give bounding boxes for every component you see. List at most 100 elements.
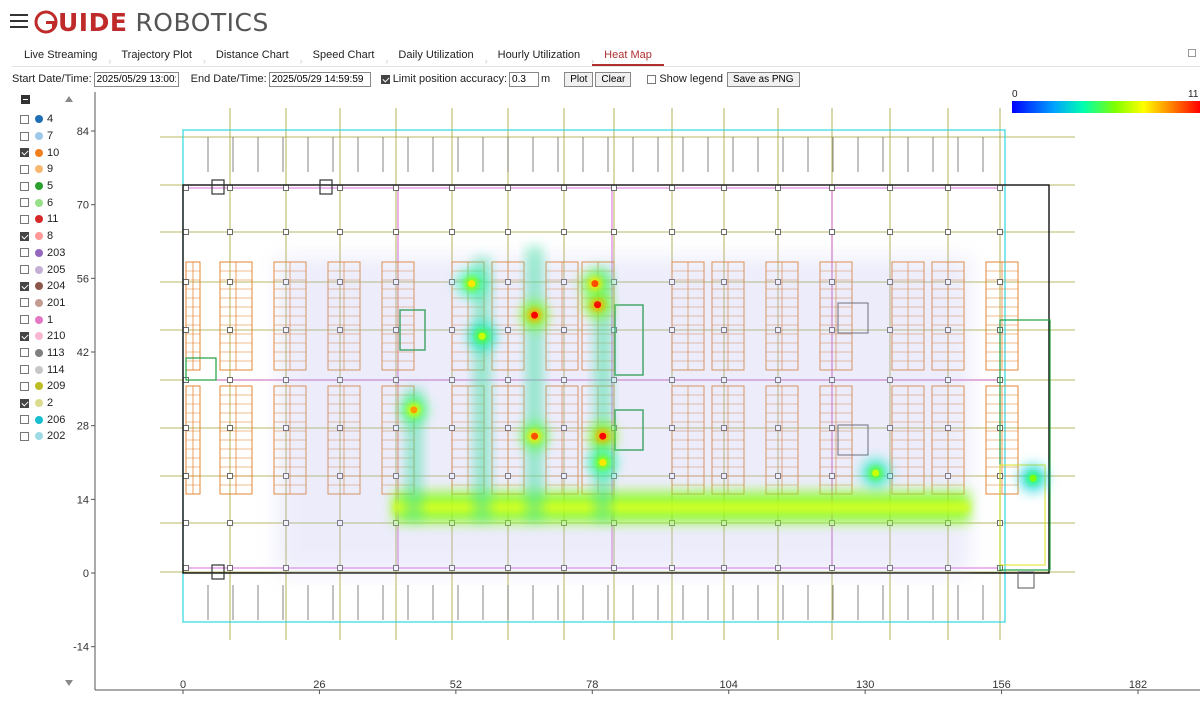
robot-item-210[interactable]: 210 xyxy=(20,328,70,345)
robot-item-5[interactable]: 5 xyxy=(20,178,70,195)
robot-item-9[interactable]: 9 xyxy=(20,161,70,178)
heatmap-controls: Start Date/Time: End Date/Time: Limit po… xyxy=(12,71,800,87)
tab-daily-utilization[interactable]: Daily Utilization › xyxy=(386,45,487,66)
x-tick-label: 104 xyxy=(720,679,738,691)
select-all-toggle[interactable] xyxy=(21,95,30,104)
robot-item-204[interactable]: 204 xyxy=(20,278,70,295)
robot-checkbox[interactable] xyxy=(20,415,29,425)
robot-checkbox[interactable] xyxy=(20,248,29,258)
robot-checkbox[interactable] xyxy=(20,164,29,174)
waypoint-node xyxy=(945,229,951,235)
start-datetime-input[interactable] xyxy=(93,71,179,87)
robot-id-label: 210 xyxy=(47,330,66,343)
robot-item-206[interactable]: 206 xyxy=(20,411,70,428)
window-corner-icon[interactable] xyxy=(1188,49,1196,57)
robot-checkbox[interactable] xyxy=(20,331,29,341)
end-datetime-input[interactable] xyxy=(268,71,371,87)
y-tick-label: 84 xyxy=(77,126,89,138)
robot-id-label: 114 xyxy=(47,363,65,376)
scroll-down-arrow-icon[interactable] xyxy=(65,680,73,686)
heat-colorbar xyxy=(1012,101,1200,113)
robot-item-11[interactable]: 11 xyxy=(20,211,70,228)
tab-trajectory-plot[interactable]: Trajectory Plot › xyxy=(109,45,206,66)
robot-checkbox[interactable] xyxy=(20,365,29,375)
robot-item-201[interactable]: 201 xyxy=(20,295,70,312)
robot-checkbox[interactable] xyxy=(20,315,29,325)
robot-checkbox[interactable] xyxy=(20,181,29,191)
robot-checkbox[interactable] xyxy=(20,198,29,208)
waypoint-node xyxy=(721,229,727,235)
robot-checkbox[interactable] xyxy=(20,148,29,158)
robot-checkbox[interactable] xyxy=(20,231,29,241)
limit-accuracy-checkbox[interactable] xyxy=(380,74,390,84)
robot-checkbox[interactable] xyxy=(20,381,29,391)
waypoint-node xyxy=(393,185,399,191)
plot-button[interactable]: Plot xyxy=(564,71,594,87)
start-datetime-label: Start Date/Time: xyxy=(12,73,92,85)
robot-checkbox[interactable] xyxy=(20,114,29,124)
robot-checkbox[interactable] xyxy=(20,281,29,291)
tab-distance-chart[interactable]: Distance Chart › xyxy=(204,45,303,66)
waypoint-node xyxy=(561,229,567,235)
robot-color-dot-icon xyxy=(35,132,43,141)
robot-id-label: 201 xyxy=(47,296,66,309)
room-outline xyxy=(185,357,217,381)
waypoint-node xyxy=(505,229,511,235)
robot-item-205[interactable]: 205 xyxy=(20,261,70,278)
tab-label: Trajectory Plot xyxy=(121,49,192,61)
robot-item-202[interactable]: 202 xyxy=(20,428,70,445)
clear-button[interactable]: Clear xyxy=(595,71,632,87)
robot-item-113[interactable]: 113 xyxy=(20,345,70,362)
robot-color-dot-icon xyxy=(35,215,43,224)
robot-id-label: 5 xyxy=(47,180,54,193)
waypoint-node xyxy=(829,185,835,191)
robot-color-dot-icon xyxy=(35,382,43,391)
robot-checkbox[interactable] xyxy=(20,214,29,224)
tab-heat-map[interactable]: Heat Map xyxy=(592,45,664,66)
room-outline xyxy=(999,464,1046,566)
robot-checkbox[interactable] xyxy=(20,298,29,308)
waypoint-node xyxy=(997,185,1003,191)
robot-id-label: 7 xyxy=(47,130,54,143)
robot-item-114[interactable]: 114 xyxy=(20,361,70,378)
waypoint-node xyxy=(945,185,951,191)
robot-item-209[interactable]: 209 xyxy=(20,378,70,395)
scroll-up-arrow-icon[interactable] xyxy=(65,96,73,102)
robot-color-dot-icon xyxy=(35,432,43,441)
waypoint-node xyxy=(337,185,343,191)
tab-separator-icon: › xyxy=(299,56,303,66)
tab-speed-chart[interactable]: Speed Chart › xyxy=(301,45,389,66)
show-legend-checkbox[interactable] xyxy=(647,74,657,84)
robot-item-6[interactable]: 6 xyxy=(20,194,70,211)
robot-color-dot-icon xyxy=(35,315,43,324)
hamburger-menu-icon[interactable] xyxy=(10,14,28,28)
robot-item-2[interactable]: 2 xyxy=(20,395,70,412)
robot-checkbox[interactable] xyxy=(20,131,29,141)
robot-item-7[interactable]: 7 xyxy=(20,128,70,145)
tab-hourly-utilization[interactable]: Hourly Utilization › xyxy=(486,45,595,66)
robot-item-10[interactable]: 10 xyxy=(20,144,70,161)
robot-checkbox[interactable] xyxy=(20,431,29,441)
robot-checkbox[interactable] xyxy=(20,265,29,275)
robot-item-4[interactable]: 4 xyxy=(20,111,70,128)
robot-item-1[interactable]: 1 xyxy=(20,311,70,328)
heat-haze xyxy=(277,257,971,573)
waypoint-node xyxy=(669,185,675,191)
y-tick-label: 56 xyxy=(77,273,89,285)
waypoint-node xyxy=(183,425,189,431)
robot-color-dot-icon xyxy=(35,415,43,424)
robot-item-8[interactable]: 8 xyxy=(20,228,70,245)
accuracy-value-input[interactable] xyxy=(509,71,540,87)
x-tick-label: 52 xyxy=(450,679,462,691)
app-header: G UIDE ROBOTICS xyxy=(0,0,1200,44)
robot-checkbox[interactable] xyxy=(20,348,29,358)
save-png-button[interactable]: Save as PNG xyxy=(726,71,800,87)
robot-id-label: 11 xyxy=(47,213,59,226)
robot-checkbox[interactable] xyxy=(20,398,29,408)
robot-id-label: 206 xyxy=(47,413,66,426)
tab-live-streaming[interactable]: Live Streaming › xyxy=(12,45,111,66)
end-datetime-label: End Date/Time: xyxy=(190,73,267,85)
robot-item-203[interactable]: 203 xyxy=(20,245,70,262)
waypoint-node xyxy=(449,229,455,235)
